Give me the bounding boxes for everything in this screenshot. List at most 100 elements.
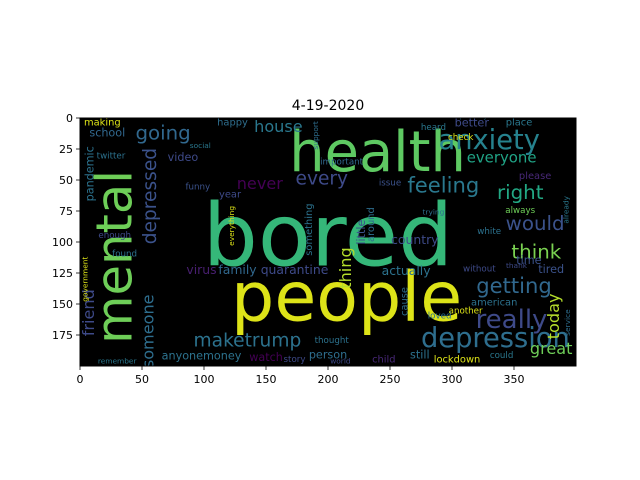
word-service: service — [563, 309, 572, 336]
word-getting: getting — [476, 273, 552, 298]
word-friend: friend — [79, 289, 98, 336]
word-feeling: feeling — [407, 173, 479, 198]
word-thank: thank — [506, 261, 528, 270]
x-tick-label: 50 — [135, 373, 149, 386]
word-cause: cause — [399, 287, 410, 316]
word-someone: someone — [139, 294, 158, 368]
word-american: american — [471, 297, 517, 308]
word-better: better — [455, 117, 490, 130]
x-tick-label: 200 — [318, 373, 339, 386]
word-quarantine: quarantine — [261, 262, 329, 277]
word-anyonemoney: anyonemoney — [162, 350, 242, 363]
word-school: school — [89, 126, 125, 139]
word-watch: watch — [249, 351, 283, 364]
x-axis: 0 50 100 150 200 250 300 350 — [77, 366, 525, 386]
word-great: great — [530, 339, 573, 358]
word-maketrump: maketrump — [194, 331, 302, 352]
word-think: think — [511, 240, 561, 263]
word-important: important — [320, 158, 364, 168]
word-child: child — [372, 354, 395, 365]
word-around: around — [366, 207, 377, 242]
word-lockdown: lockdown — [434, 354, 481, 365]
word-pandemic: pandemic — [83, 146, 96, 201]
word-another: another — [449, 306, 483, 316]
word-every: every — [296, 168, 349, 189]
y-tick-label: 0 — [66, 112, 73, 125]
word-always: always — [505, 206, 535, 216]
word-loved: loved — [428, 311, 452, 321]
word-trying: trying — [423, 208, 445, 217]
word-time: time — [516, 254, 541, 267]
word-house: house — [254, 117, 303, 136]
word-tired: tired — [538, 263, 564, 276]
word-would: would — [506, 212, 565, 235]
word-bored: bored — [203, 185, 453, 286]
wordcloud-background — [80, 118, 576, 366]
word-social: social — [190, 141, 211, 150]
word-twitter: twitter — [97, 151, 126, 161]
word-thing: thing — [336, 247, 355, 288]
word-happy: happy — [217, 118, 248, 129]
word-could: could — [490, 351, 514, 361]
word-right: right — [497, 181, 544, 204]
word-world: world — [330, 357, 351, 366]
y-tick-label: 25 — [59, 143, 73, 156]
word-already: already — [562, 195, 571, 223]
word-government: government — [81, 257, 90, 302]
word-white: white — [477, 227, 501, 237]
word-please: please — [519, 171, 551, 182]
x-tick-label: 150 — [256, 373, 277, 386]
x-tick-label: 350 — [504, 373, 525, 386]
word-making: making — [84, 118, 121, 129]
word-actually: actually — [382, 263, 431, 278]
word-anxiety: anxiety — [438, 125, 539, 156]
x-tick-label: 250 — [380, 373, 401, 386]
word-enough: enough — [98, 231, 131, 241]
y-tick-label: 50 — [59, 174, 73, 187]
word-heard: heard — [421, 123, 446, 133]
word-family: family — [218, 262, 256, 277]
y-tick-label: 175 — [52, 329, 73, 342]
word-health: health — [289, 120, 466, 185]
word-story: story — [284, 355, 306, 365]
word-remember: remember — [98, 357, 138, 366]
word-support: support — [311, 121, 320, 149]
word-place: place — [506, 118, 533, 129]
word-never: never — [237, 174, 284, 193]
word-something: something — [304, 203, 315, 255]
word-person: person — [309, 348, 347, 361]
x-tick-label: 300 — [442, 373, 463, 386]
y-tick-label: 100 — [52, 236, 73, 249]
y-tick-label: 125 — [52, 267, 73, 280]
word-everything: everything — [227, 206, 236, 246]
word-depression: depression — [421, 323, 570, 354]
word-check: check — [448, 133, 473, 143]
word-country: country — [391, 232, 438, 247]
y-axis: 0 25 50 75 100 125 150 175 — [52, 112, 80, 342]
word-especially: especially — [451, 111, 488, 120]
word-thought: thought — [315, 336, 350, 346]
word-virus: virus — [186, 262, 216, 277]
word-mental: mental — [86, 170, 144, 344]
word-going: going — [135, 121, 190, 144]
word-without: without — [463, 264, 496, 274]
word-everyone: everyone — [467, 149, 537, 167]
word-year: year — [219, 189, 242, 200]
word-really: really — [476, 305, 548, 335]
word-people: people — [231, 258, 462, 337]
chart-title: 4-19-2020 — [292, 98, 364, 114]
x-tick-label: 100 — [194, 373, 215, 386]
word-found: found — [112, 249, 137, 259]
word-little: little — [355, 219, 368, 244]
y-tick-label: 75 — [59, 205, 73, 218]
word-today: today — [544, 293, 563, 339]
word-funny: funny — [185, 182, 210, 192]
word-video: video — [168, 151, 199, 164]
x-tick-label: 0 — [77, 373, 84, 386]
word-depressed: depressed — [140, 148, 161, 244]
word-issue: issue — [379, 179, 401, 189]
word-still: still — [410, 348, 430, 361]
